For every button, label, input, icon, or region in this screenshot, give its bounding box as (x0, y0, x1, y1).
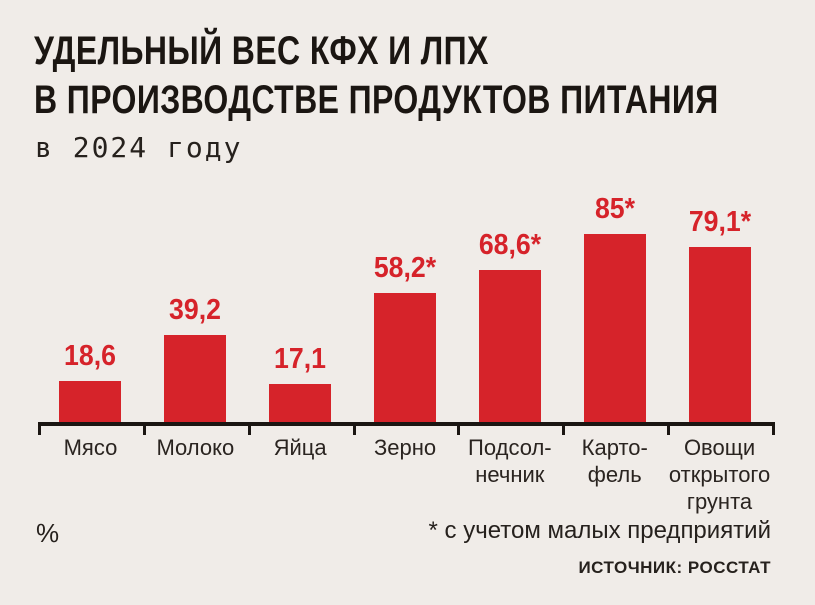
axis-tick (142, 422, 146, 435)
bar-value-label: 17,1 (274, 343, 327, 376)
bar (374, 293, 436, 422)
category-label-line: Карто- (581, 435, 648, 460)
axis-tick (562, 422, 566, 435)
category-label-line: открытого (668, 462, 771, 487)
axis-tick (457, 422, 461, 435)
footnote: * с учетом малых предприятий (428, 517, 771, 544)
x-axis (38, 422, 775, 436)
axis-tick (352, 422, 356, 435)
x-axis-line (38, 422, 775, 426)
unit-label: % (36, 518, 60, 548)
category-label: Молоко (143, 434, 248, 461)
category-label-line: Овощи (683, 435, 756, 460)
bar (269, 384, 332, 422)
chart-title-line2: В ПРОИЗВОДСТВЕ ПРОДУКТОВ ПИТАНИЯ (34, 78, 719, 122)
chart-subtitle-year: в 2024 году (35, 131, 243, 164)
category-label: Мясо (38, 434, 143, 461)
category-label: Овощи открытого грунта (667, 434, 772, 515)
bar-value-label: 85* (594, 193, 635, 225)
category-label: Карто-фель (562, 434, 667, 488)
category-label-line: фель (587, 462, 642, 487)
category-label-line: Молоко (156, 435, 235, 460)
source-label: ИСТОЧНИК: РОССТАТ (578, 558, 771, 577)
bar-value-label: 68,6* (478, 229, 542, 262)
bar (688, 247, 751, 422)
bar-value-label: 79,1* (688, 206, 751, 238)
bar-value-label: 18,6 (64, 339, 117, 372)
category-label-line: Зерно (373, 435, 437, 460)
bar-value-label: 39,2 (169, 294, 222, 327)
category-label-line: Яйца (273, 435, 327, 460)
axis-tick (38, 422, 41, 435)
category-label-line: нечник (475, 462, 545, 487)
axis-tick (247, 422, 251, 435)
bar-chart-plot-area: 18,6 39,2 17,1 58,2* 68,6* 85* 79,1* (38, 190, 772, 422)
axis-tick (772, 422, 775, 435)
category-label-line: Подсол- (468, 435, 552, 460)
bar-value-label: 58,2* (373, 252, 437, 285)
category-label-line: Мясо (63, 435, 118, 460)
x-axis-labels: Мясо Молоко Яйца Зерно Подсол-нечник Карто-фе… (38, 434, 772, 524)
axis-tick (667, 422, 671, 435)
category-label: Зерно (353, 434, 458, 461)
bar (478, 270, 541, 422)
bar (583, 234, 646, 422)
bar (59, 380, 122, 422)
category-label-line: грунта (686, 489, 753, 514)
bar (164, 335, 227, 422)
chart-title-line1: УДЕЛЬНЫЙ ВЕС КФХ И ЛПХ (34, 29, 489, 73)
category-label: Яйца (248, 434, 353, 461)
category-label: Подсол-нечник (457, 434, 562, 488)
